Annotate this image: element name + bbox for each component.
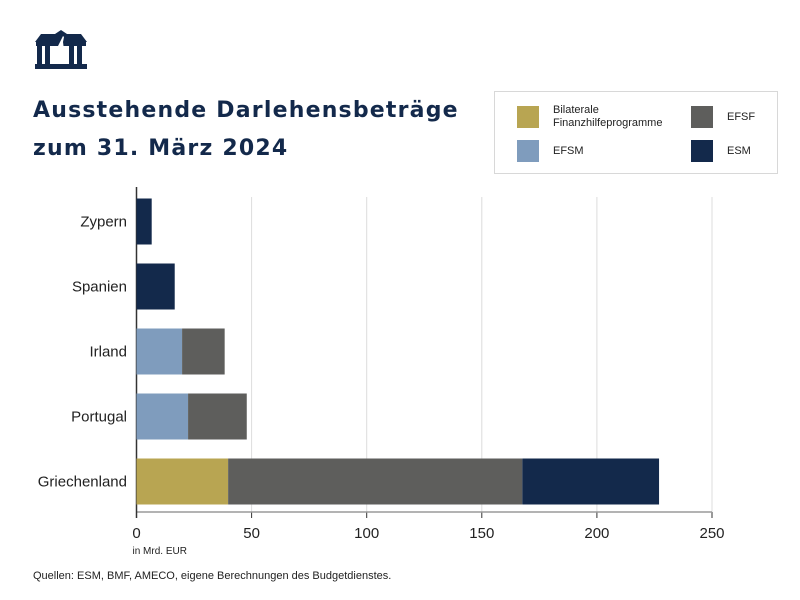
x-tick-label: 0 (132, 525, 140, 542)
x-tick-label: 200 (584, 525, 609, 542)
category-label: Portugal (71, 409, 127, 426)
legend-item-efsf: EFSF (691, 106, 755, 128)
x-tick-label: 50 (243, 525, 260, 542)
legend-label: EFSM (553, 145, 584, 157)
category-label: Zypern (80, 214, 127, 231)
category-label: Griechenland (38, 474, 127, 491)
legend-label: ESM (727, 145, 751, 157)
category-label: Irland (89, 344, 127, 361)
category-label: Spanien (72, 279, 127, 296)
title-line-2: zum 31. März 2024 (33, 136, 289, 161)
legend-item-bilaterale: Bilaterale Finanzhilfeprogramme (517, 104, 662, 130)
legend-item-esm: ESM (691, 140, 751, 162)
legend-label: Bilaterale Finanzhilfeprogramme (553, 104, 663, 129)
bar-segment (228, 458, 523, 505)
legend-swatch (691, 140, 713, 162)
legend-swatch (517, 106, 539, 128)
x-axis-label: in Mrd. EUR (133, 546, 187, 557)
legend-swatch (517, 140, 539, 162)
legend-item-efsm: EFSM (517, 140, 584, 162)
source-note: Quellen: ESM, BMF, AMECO, eigene Berechn… (33, 570, 392, 582)
legend-label: EFSF (727, 111, 756, 123)
bar-segment (522, 458, 660, 505)
page-title: Ausstehende Darlehensbeträge zum 31. Mär… (33, 92, 459, 168)
parliament-logo (35, 30, 87, 69)
bar-segment (136, 198, 152, 245)
legend-swatch (691, 106, 713, 128)
bar-segment (136, 458, 229, 505)
x-tick-label: 150 (469, 525, 494, 542)
x-tick-label: 100 (354, 525, 379, 542)
bar-segment (188, 393, 247, 440)
chart-legend: Bilaterale Finanzhilfeprogramme EFSF EFS… (494, 91, 778, 174)
title-line-1: Ausstehende Darlehensbeträge (33, 98, 459, 123)
x-tick-label: 250 (699, 525, 724, 542)
bar-segment (136, 328, 183, 375)
bar-segment (182, 328, 225, 375)
bar-segment (136, 393, 189, 440)
bar-segment (136, 263, 175, 310)
